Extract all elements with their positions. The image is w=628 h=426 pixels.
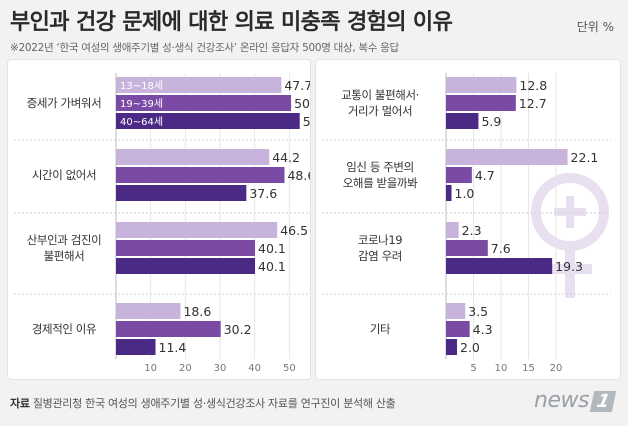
x-tick-label: 30 bbox=[214, 363, 227, 374]
x-tick-label: 5 bbox=[470, 363, 476, 374]
bar-value-label: 4.3 bbox=[473, 322, 493, 337]
bar bbox=[446, 77, 517, 93]
x-tick-label: 20 bbox=[179, 363, 192, 374]
bar-value-label: 7.6 bbox=[491, 241, 511, 256]
bar-value-label: 46.5 bbox=[280, 223, 308, 238]
bar bbox=[446, 95, 516, 111]
chart-panel-right: 5 10 15 20 교통이 불편해서· 거리가 멀어서 12.8 12.7 5.9 임신 등 주… bbox=[316, 60, 620, 379]
bar-value-label: 18.6 bbox=[183, 304, 211, 319]
bar bbox=[116, 222, 278, 238]
bar-value-label: 47.7 bbox=[284, 78, 310, 93]
x-tick-label: 10 bbox=[144, 363, 157, 374]
bar-value-label: 12.7 bbox=[519, 96, 547, 111]
x-tick-label: 10 bbox=[495, 363, 508, 374]
bar bbox=[446, 339, 457, 355]
bar bbox=[446, 303, 466, 319]
x-tick-label: 20 bbox=[550, 363, 563, 374]
source-label: 자료 bbox=[10, 397, 30, 410]
category-label: 증세가 가벼워서 bbox=[27, 96, 102, 110]
bar bbox=[116, 95, 292, 111]
x-tick-label: 15 bbox=[522, 363, 535, 374]
bar-value-label: 50.5 bbox=[294, 96, 310, 111]
bar-value-label: 22.1 bbox=[571, 150, 599, 165]
page-title: 부인과 건강 문제에 대한 의료 미충족 경험의 이유 bbox=[10, 10, 453, 35]
bar bbox=[446, 222, 459, 238]
category-label: 교통이 불편해서· bbox=[341, 88, 419, 102]
bar bbox=[116, 113, 300, 129]
bar bbox=[446, 149, 568, 165]
category-label: 감염 우려 bbox=[358, 249, 402, 263]
series-label: 19~39세 bbox=[120, 98, 163, 110]
bar-value-label: 40.1 bbox=[258, 241, 286, 256]
unit-label: 단위 % bbox=[576, 20, 614, 34]
bar-value-label: 1.0 bbox=[455, 186, 475, 201]
bar bbox=[116, 185, 247, 201]
bar bbox=[446, 258, 553, 274]
bar-value-label: 2.0 bbox=[460, 340, 480, 355]
bar-value-label: 53.0 bbox=[303, 114, 310, 129]
category-label: 임신 등 주변의 bbox=[346, 160, 414, 174]
x-tick-label: 50 bbox=[283, 363, 296, 374]
x-tick-label: 40 bbox=[248, 363, 261, 374]
bar-value-label: 30.2 bbox=[224, 322, 252, 337]
category-label: 시간이 없어서 bbox=[32, 168, 96, 182]
bar-value-label: 5.9 bbox=[481, 114, 501, 129]
logo-mark: 1 bbox=[589, 391, 617, 412]
chart-panel-left: 10 20 30 40 50 증세가 가벼워서 47.7 13~18세 50.5 19~39세 53… bbox=[8, 60, 310, 379]
bar-value-label: 44.2 bbox=[272, 150, 300, 165]
bar-value-label: 37.6 bbox=[249, 186, 277, 201]
bar-value-label: 40.1 bbox=[258, 259, 286, 274]
category-label: 산부인과 검진이 bbox=[27, 233, 102, 247]
female-symbol-icon bbox=[531, 173, 609, 298]
category-label: 불편해서 bbox=[44, 249, 85, 263]
series-label: 13~18세 bbox=[120, 80, 163, 92]
bar-value-label: 19.3 bbox=[555, 259, 583, 274]
news1-logo: news 1 bbox=[534, 388, 617, 413]
bar-value-label: 4.7 bbox=[475, 168, 495, 183]
bar bbox=[446, 167, 472, 183]
category-label: 경제적인 이유 bbox=[32, 322, 96, 336]
category-label: 코로나19 bbox=[358, 233, 402, 247]
bar bbox=[116, 77, 282, 93]
bar bbox=[116, 258, 256, 274]
chart-left: 10 20 30 40 50 증세가 가벼워서 47.7 13~18세 50.5 19~39세 53… bbox=[14, 73, 310, 374]
bar bbox=[116, 167, 285, 183]
page-subtitle: ※2022년 ‘한국 여성의 생애주기별 성·생식 건강조사’ 온라인 응답자 … bbox=[10, 42, 399, 54]
bar bbox=[116, 149, 270, 165]
source-note: 자료 질병관리청 한국 여성의 생애주기별 성·생식건강조사 자료를 연구진이 … bbox=[10, 395, 396, 411]
bar bbox=[116, 339, 156, 355]
source-text: 질병관리청 한국 여성의 생애주기별 성·생식건강조사 자료를 연구진이 분석해… bbox=[32, 397, 396, 410]
bar bbox=[446, 113, 479, 129]
bar-value-label: 11.4 bbox=[159, 340, 187, 355]
bar bbox=[116, 303, 181, 319]
category-label: 기타 bbox=[370, 322, 391, 336]
series-label: 40~64세 bbox=[120, 116, 163, 128]
chart-right: 5 10 15 20 교통이 불편해서· 거리가 멀어서 12.8 12.7 5.9 임신 등 주… bbox=[322, 73, 611, 374]
bar bbox=[116, 321, 221, 337]
bar-value-label: 48.6 bbox=[287, 168, 310, 183]
category-label: 오해를 받을까봐 bbox=[343, 176, 418, 190]
bar bbox=[116, 240, 256, 256]
bar bbox=[446, 240, 488, 256]
bar-value-label: 12.8 bbox=[519, 78, 547, 93]
bar bbox=[446, 321, 470, 337]
bar-value-label: 3.5 bbox=[468, 304, 488, 319]
category-label: 거리가 멀어서 bbox=[348, 104, 412, 118]
logo-text: news bbox=[534, 388, 589, 413]
bar-value-label: 2.3 bbox=[462, 223, 482, 238]
bar bbox=[446, 185, 452, 201]
